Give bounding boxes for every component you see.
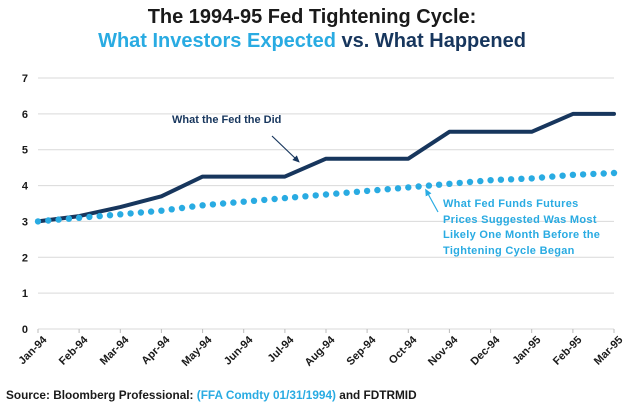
svg-text:3: 3: [22, 216, 28, 228]
svg-text:4: 4: [22, 181, 29, 193]
svg-text:1: 1: [22, 288, 28, 300]
svg-text:6: 6: [22, 109, 28, 121]
svg-text:7: 7: [22, 73, 28, 85]
svg-text:2: 2: [22, 252, 28, 264]
svg-text:5: 5: [22, 145, 28, 157]
svg-text:0: 0: [22, 324, 28, 336]
